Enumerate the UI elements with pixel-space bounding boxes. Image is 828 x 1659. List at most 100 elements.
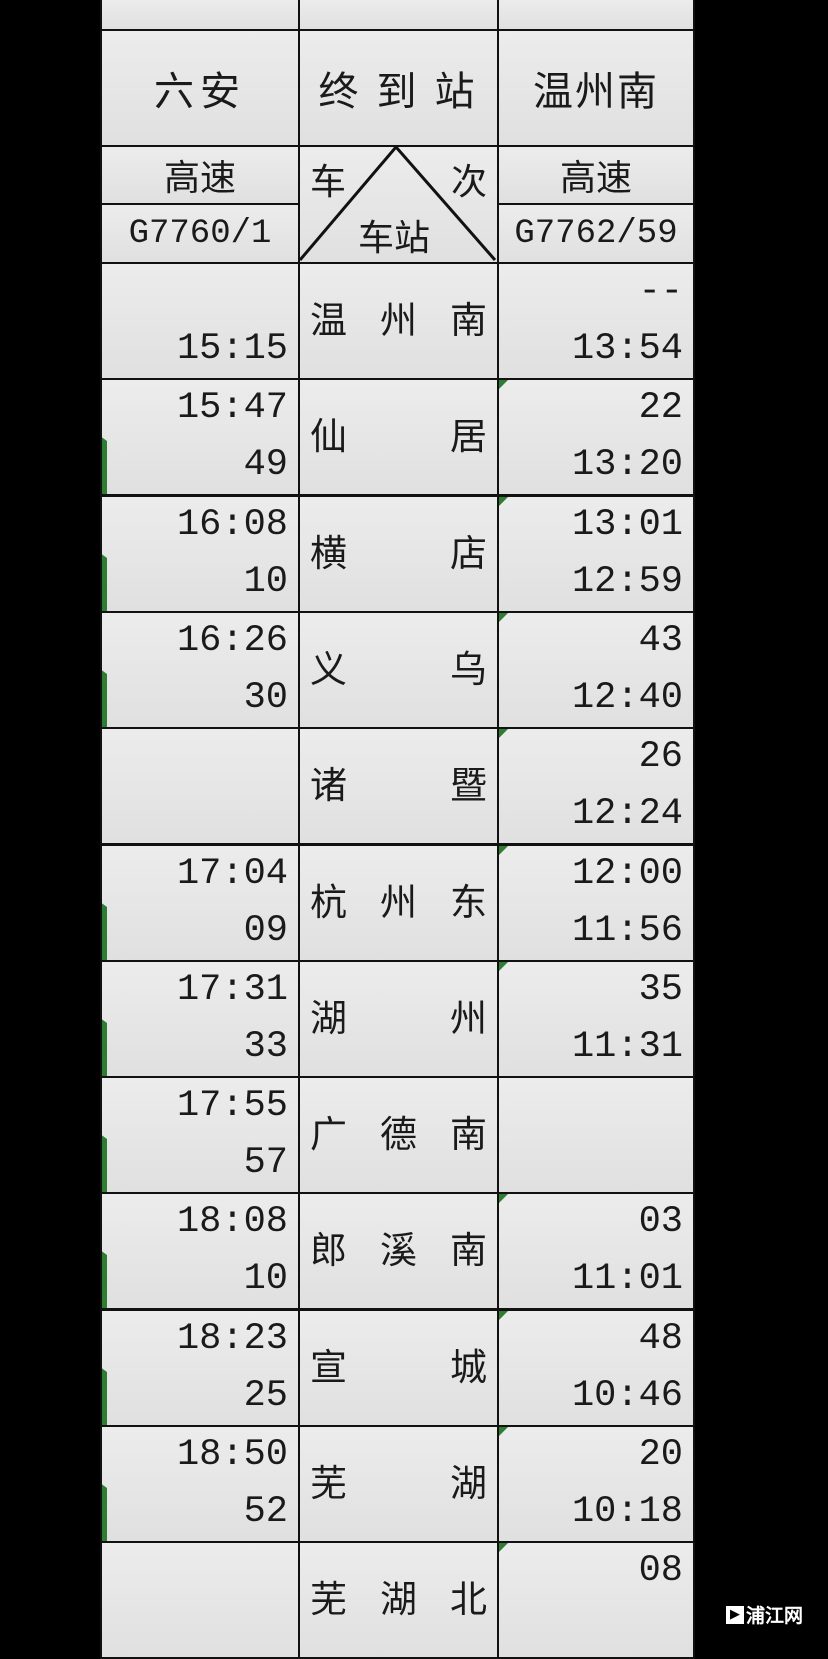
station-cell: 横店 bbox=[298, 495, 499, 613]
right-arrival-time: 22 bbox=[638, 387, 683, 429]
right-departure-time bbox=[499, 1135, 683, 1192]
right-departure-time: 13:54 bbox=[571, 328, 683, 370]
left-terminus: 六安 bbox=[100, 29, 300, 147]
station-name: 宣城 bbox=[310, 1346, 487, 1389]
left-arrival-time: 15:47 bbox=[176, 387, 288, 429]
left-times-cell bbox=[100, 727, 300, 845]
right-times-cell: 12:00 11:56 bbox=[497, 844, 695, 962]
right-terminus: 温州南 bbox=[497, 29, 695, 147]
left-arrival-time: 18:23 bbox=[176, 1318, 288, 1360]
comment-marker-icon bbox=[102, 1134, 107, 1192]
cell-blank bbox=[100, 0, 300, 31]
cell-blank bbox=[298, 0, 499, 31]
right-arrival-time: 08 bbox=[638, 1550, 683, 1592]
right-arrival-time: 12:00 bbox=[571, 853, 683, 895]
left-departure-time: 10 bbox=[243, 1258, 288, 1300]
right-times-cell: 43 12:40 bbox=[497, 611, 695, 729]
station-cell: 湖州 bbox=[298, 960, 499, 1078]
right-arrival-time bbox=[499, 1078, 683, 1135]
station-cell: 诸暨 bbox=[298, 727, 499, 845]
station-cell: 杭州东 bbox=[298, 844, 499, 962]
station-cell: 芜湖北 bbox=[298, 1541, 499, 1659]
right-arrival-time: 35 bbox=[638, 969, 683, 1011]
right-departure-time: 10:18 bbox=[571, 1491, 683, 1533]
station-name: 芜湖 bbox=[310, 1462, 487, 1505]
diagonal-header: 车 次 车站 bbox=[298, 145, 499, 264]
comment-marker-icon bbox=[102, 1250, 107, 1308]
left-arrival-time: 17:04 bbox=[176, 853, 288, 895]
diag-bottom: 车站 bbox=[358, 218, 431, 259]
terminus-label: 终到站 bbox=[298, 29, 499, 147]
right-arrival-time: 48 bbox=[638, 1318, 683, 1360]
right-train-type: 高速 bbox=[497, 145, 695, 205]
station-name: 芜湖北 bbox=[310, 1578, 499, 1621]
right-train-number: G7762/59 bbox=[497, 203, 695, 264]
left-times-cell: 17:04 09 bbox=[100, 844, 300, 962]
left-arrival-time: 18:50 bbox=[176, 1434, 288, 1476]
left-arrival-time bbox=[102, 1543, 288, 1600]
left-times-cell: 18:23 25 bbox=[100, 1309, 300, 1427]
left-departure-time bbox=[102, 786, 288, 843]
right-arrival-time: 13:01 bbox=[571, 504, 683, 546]
comment-marker-icon bbox=[499, 729, 508, 795]
comment-marker-icon bbox=[499, 1543, 508, 1609]
left-times-cell: 16:08 10 bbox=[100, 495, 300, 613]
left-departure-time: 52 bbox=[243, 1491, 288, 1533]
right-arrival-time: 26 bbox=[638, 736, 683, 778]
left-arrival-time bbox=[102, 264, 288, 321]
right-departure-time: 11:31 bbox=[571, 1026, 683, 1068]
triangle-divider bbox=[300, 147, 497, 261]
right-departure-time: 11:01 bbox=[571, 1258, 683, 1300]
left-departure-time: 57 bbox=[243, 1142, 288, 1184]
station-name: 义乌 bbox=[310, 648, 487, 691]
left-times-cell: 18:50 52 bbox=[100, 1425, 300, 1543]
cell-blank bbox=[497, 0, 695, 31]
timetable-sheet: 六安 终到站 温州南 高速 高速 G7760/1 G7762/59 车 次 车站… bbox=[100, 0, 695, 1659]
right-arrival-time: 03 bbox=[638, 1201, 683, 1243]
left-train-number: G7760/1 bbox=[100, 203, 300, 264]
right-departure-time: 12:59 bbox=[571, 561, 683, 603]
left-arrival-time bbox=[102, 729, 288, 786]
right-departure-time: 12:24 bbox=[571, 793, 683, 835]
left-departure-time: 49 bbox=[243, 444, 288, 486]
right-times-cell: 35 11:31 bbox=[497, 960, 695, 1078]
right-departure-time: 10:46 bbox=[571, 1375, 683, 1417]
left-times-cell: 15:15 bbox=[100, 262, 300, 380]
left-arrival-time: 18:08 bbox=[176, 1201, 288, 1243]
right-times-cell: 13:01 12:59 bbox=[497, 495, 695, 613]
comment-marker-icon bbox=[102, 669, 107, 727]
station-cell: 宣城 bbox=[298, 1309, 499, 1427]
left-arrival-time: 17:55 bbox=[176, 1085, 288, 1127]
comment-marker-icon bbox=[102, 436, 107, 494]
left-departure-time: 10 bbox=[243, 561, 288, 603]
station-cell: 芜湖 bbox=[298, 1425, 499, 1543]
left-times-cell: 16:26 30 bbox=[100, 611, 300, 729]
right-times-cell: -- 13:54 bbox=[497, 262, 695, 380]
left-times-cell: 15:47 49 bbox=[100, 378, 300, 496]
right-departure-time: 13:20 bbox=[571, 444, 683, 486]
station-name: 诸暨 bbox=[310, 764, 487, 807]
comment-marker-icon bbox=[499, 1311, 508, 1377]
left-departure-time bbox=[102, 1600, 288, 1657]
station-name: 郎溪南 bbox=[310, 1229, 499, 1272]
station-name: 杭州东 bbox=[310, 881, 499, 924]
left-train-type: 高速 bbox=[100, 145, 300, 205]
station-name: 温州南 bbox=[310, 299, 499, 342]
right-arrival-time: 43 bbox=[638, 620, 683, 662]
left-times-cell: 18:08 10 bbox=[100, 1192, 300, 1310]
right-times-cell bbox=[497, 1076, 695, 1194]
diag-top-left: 车 bbox=[310, 162, 347, 203]
comment-marker-icon bbox=[499, 1194, 508, 1260]
comment-marker-icon bbox=[499, 613, 508, 679]
station-name: 横店 bbox=[310, 532, 487, 575]
comment-marker-icon bbox=[102, 1018, 107, 1076]
left-arrival-time: 16:08 bbox=[176, 504, 288, 546]
station-cell: 郎溪南 bbox=[298, 1192, 499, 1310]
comment-marker-icon bbox=[102, 1367, 107, 1425]
left-times-cell bbox=[100, 1541, 300, 1659]
right-departure-time: 12:40 bbox=[571, 677, 683, 719]
right-departure-time bbox=[499, 1600, 683, 1657]
station-cell: 仙居 bbox=[298, 378, 499, 496]
comment-marker-icon bbox=[102, 902, 107, 960]
left-departure-time: 09 bbox=[243, 910, 288, 952]
